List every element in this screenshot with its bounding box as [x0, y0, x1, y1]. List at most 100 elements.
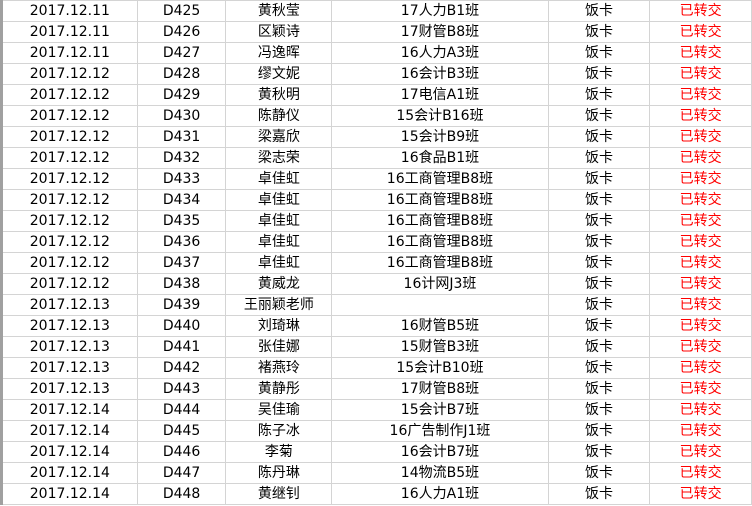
- status-cell[interactable]: 已转交: [649, 147, 752, 169]
- id-cell[interactable]: D437: [136, 252, 227, 274]
- id-cell[interactable]: D436: [136, 231, 227, 253]
- name-cell[interactable]: 黄秋明: [225, 84, 333, 106]
- card-type-cell[interactable]: 饭卡: [547, 420, 651, 442]
- card-type-cell[interactable]: 饭卡: [547, 126, 651, 148]
- id-cell[interactable]: D427: [136, 42, 227, 64]
- id-cell[interactable]: D444: [136, 399, 227, 421]
- id-cell[interactable]: D446: [136, 441, 227, 463]
- status-cell[interactable]: 已转交: [649, 126, 752, 148]
- date-cell[interactable]: 2017.12.12: [0, 147, 138, 169]
- date-cell[interactable]: 2017.12.13: [0, 315, 138, 337]
- id-cell[interactable]: D434: [136, 189, 227, 211]
- date-cell[interactable]: 2017.12.14: [0, 483, 138, 505]
- status-cell[interactable]: 已转交: [649, 273, 752, 295]
- card-type-cell[interactable]: 饭卡: [547, 63, 651, 85]
- id-cell[interactable]: D441: [136, 336, 227, 358]
- name-cell[interactable]: 缪文妮: [225, 63, 333, 85]
- id-cell[interactable]: D445: [136, 420, 227, 442]
- id-cell[interactable]: D425: [136, 0, 227, 22]
- card-type-cell[interactable]: 饭卡: [547, 483, 651, 505]
- date-cell[interactable]: 2017.12.12: [0, 252, 138, 274]
- class-cell[interactable]: [331, 294, 549, 316]
- id-cell[interactable]: D447: [136, 462, 227, 484]
- class-cell[interactable]: 16工商管理B8班: [331, 252, 549, 274]
- class-cell[interactable]: 16工商管理B8班: [331, 189, 549, 211]
- card-type-cell[interactable]: 饭卡: [547, 294, 651, 316]
- status-cell[interactable]: 已转交: [649, 462, 752, 484]
- card-type-cell[interactable]: 饭卡: [547, 462, 651, 484]
- class-cell[interactable]: 16工商管理B8班: [331, 168, 549, 190]
- card-type-cell[interactable]: 饭卡: [547, 210, 651, 232]
- name-cell[interactable]: 吴佳瑜: [225, 399, 333, 421]
- id-cell[interactable]: D435: [136, 210, 227, 232]
- date-cell[interactable]: 2017.12.12: [0, 168, 138, 190]
- card-type-cell[interactable]: 饭卡: [547, 399, 651, 421]
- date-cell[interactable]: 2017.12.12: [0, 231, 138, 253]
- class-cell[interactable]: 15财管B3班: [331, 336, 549, 358]
- card-type-cell[interactable]: 饭卡: [547, 231, 651, 253]
- name-cell[interactable]: 李菊: [225, 441, 333, 463]
- name-cell[interactable]: 黄威龙: [225, 273, 333, 295]
- id-cell[interactable]: D429: [136, 84, 227, 106]
- name-cell[interactable]: 卓佳虹: [225, 231, 333, 253]
- date-cell[interactable]: 2017.12.14: [0, 399, 138, 421]
- class-cell[interactable]: 16会计B7班: [331, 441, 549, 463]
- status-cell[interactable]: 已转交: [649, 168, 752, 190]
- class-cell[interactable]: 17财管B8班: [331, 21, 549, 43]
- id-cell[interactable]: D428: [136, 63, 227, 85]
- status-cell[interactable]: 已转交: [649, 105, 752, 127]
- class-cell[interactable]: 15会计B9班: [331, 126, 549, 148]
- class-cell[interactable]: 14物流B5班: [331, 462, 549, 484]
- class-cell[interactable]: 15会计B7班: [331, 399, 549, 421]
- card-type-cell[interactable]: 饭卡: [547, 336, 651, 358]
- class-cell[interactable]: 16计网J3班: [331, 273, 549, 295]
- id-cell[interactable]: D440: [136, 315, 227, 337]
- date-cell[interactable]: 2017.12.12: [0, 126, 138, 148]
- class-cell[interactable]: 16人力A3班: [331, 42, 549, 64]
- card-type-cell[interactable]: 饭卡: [547, 168, 651, 190]
- status-cell[interactable]: 已转交: [649, 189, 752, 211]
- card-type-cell[interactable]: 饭卡: [547, 357, 651, 379]
- name-cell[interactable]: 张佳娜: [225, 336, 333, 358]
- class-cell[interactable]: 16食品B1班: [331, 147, 549, 169]
- id-cell[interactable]: D430: [136, 105, 227, 127]
- card-type-cell[interactable]: 饭卡: [547, 252, 651, 274]
- id-cell[interactable]: D438: [136, 273, 227, 295]
- card-type-cell[interactable]: 饭卡: [547, 84, 651, 106]
- class-cell[interactable]: 16人力A1班: [331, 483, 549, 505]
- id-cell[interactable]: D443: [136, 378, 227, 400]
- date-cell[interactable]: 2017.12.11: [0, 0, 138, 22]
- name-cell[interactable]: 陈子冰: [225, 420, 333, 442]
- date-cell[interactable]: 2017.12.11: [0, 42, 138, 64]
- class-cell[interactable]: 17电信A1班: [331, 84, 549, 106]
- status-cell[interactable]: 已转交: [649, 441, 752, 463]
- date-cell[interactable]: 2017.12.14: [0, 441, 138, 463]
- status-cell[interactable]: 已转交: [649, 63, 752, 85]
- status-cell[interactable]: 已转交: [649, 315, 752, 337]
- name-cell[interactable]: 陈丹琳: [225, 462, 333, 484]
- status-cell[interactable]: 已转交: [649, 483, 752, 505]
- date-cell[interactable]: 2017.12.14: [0, 462, 138, 484]
- name-cell[interactable]: 黄秋莹: [225, 0, 333, 22]
- name-cell[interactable]: 卓佳虹: [225, 189, 333, 211]
- name-cell[interactable]: 冯逸晖: [225, 42, 333, 64]
- id-cell[interactable]: D431: [136, 126, 227, 148]
- class-cell[interactable]: 16工商管理B8班: [331, 231, 549, 253]
- name-cell[interactable]: 陈静仪: [225, 105, 333, 127]
- card-type-cell[interactable]: 饭卡: [547, 273, 651, 295]
- status-cell[interactable]: 已转交: [649, 378, 752, 400]
- card-type-cell[interactable]: 饭卡: [547, 147, 651, 169]
- date-cell[interactable]: 2017.12.13: [0, 378, 138, 400]
- status-cell[interactable]: 已转交: [649, 84, 752, 106]
- date-cell[interactable]: 2017.12.13: [0, 336, 138, 358]
- status-cell[interactable]: 已转交: [649, 294, 752, 316]
- status-cell[interactable]: 已转交: [649, 252, 752, 274]
- status-cell[interactable]: 已转交: [649, 357, 752, 379]
- card-type-cell[interactable]: 饭卡: [547, 0, 651, 22]
- name-cell[interactable]: 黄静彤: [225, 378, 333, 400]
- id-cell[interactable]: D439: [136, 294, 227, 316]
- id-cell[interactable]: D448: [136, 483, 227, 505]
- name-cell[interactable]: 梁嘉欣: [225, 126, 333, 148]
- date-cell[interactable]: 2017.12.12: [0, 105, 138, 127]
- date-cell[interactable]: 2017.12.12: [0, 273, 138, 295]
